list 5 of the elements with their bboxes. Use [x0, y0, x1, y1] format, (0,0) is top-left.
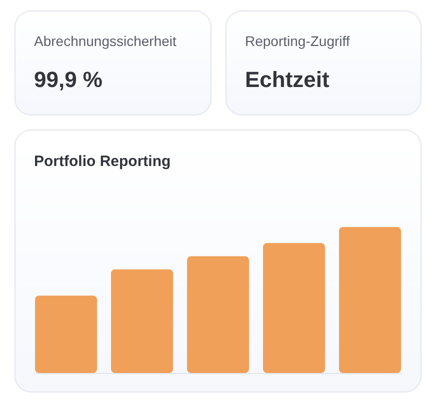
text: Abrechnungssicherheit [34, 33, 177, 49]
text: 99,9 % [34, 67, 102, 92]
chart-title: Portfolio Reporting [34, 153, 171, 170]
text: Echtzeit [245, 67, 330, 92]
text: Reporting-Zugriff [245, 33, 350, 49]
